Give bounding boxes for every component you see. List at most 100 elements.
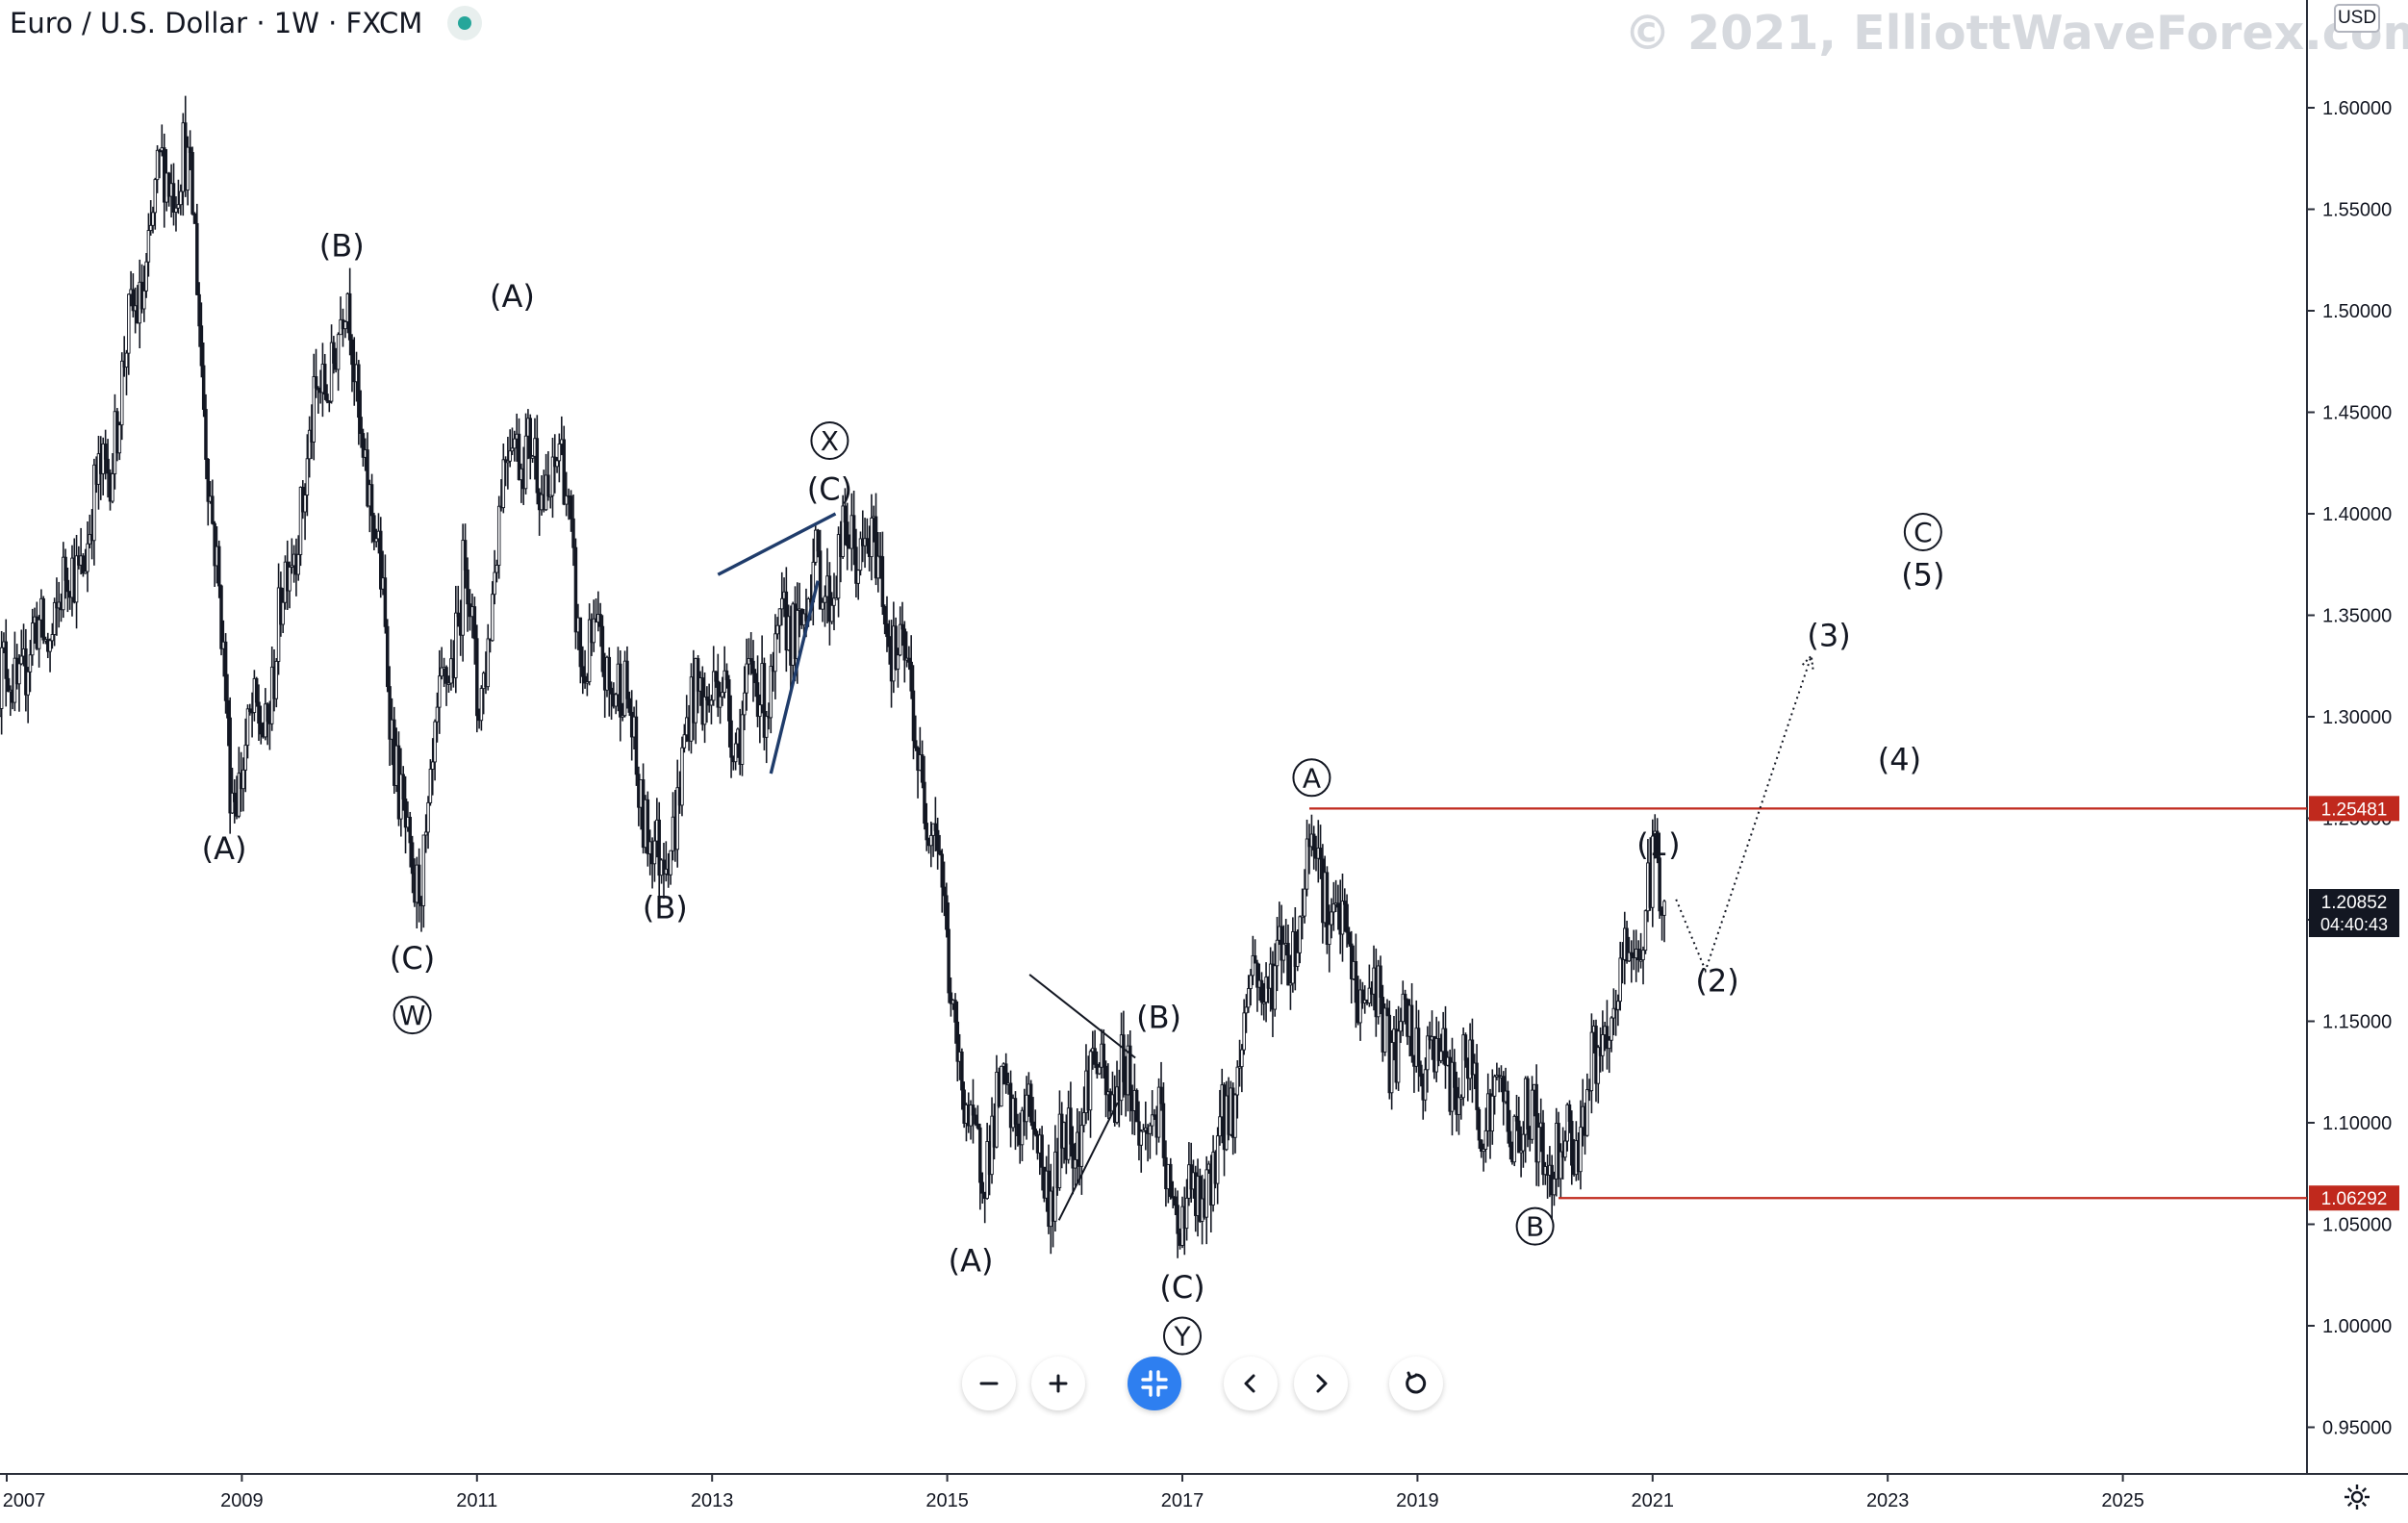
candle-body <box>1345 903 1349 933</box>
candle-body <box>1156 1086 1161 1138</box>
candle-body <box>1512 1115 1516 1163</box>
wave-label: (2) <box>1695 962 1738 999</box>
candle-body <box>288 567 291 592</box>
candle-body <box>92 464 96 542</box>
candle-body <box>1508 1130 1512 1148</box>
candle-body <box>1079 1125 1084 1167</box>
candle-body <box>854 546 858 584</box>
candle-body <box>1354 961 1358 1003</box>
candle-body <box>775 624 779 635</box>
candle-body <box>305 458 310 495</box>
candle-body <box>530 455 535 459</box>
candle-body <box>1423 1069 1428 1101</box>
candle-body <box>652 840 657 865</box>
candle-body <box>307 429 312 460</box>
candle-body <box>0 647 4 709</box>
market-status-indicator[interactable] <box>447 6 483 40</box>
candle-body <box>818 550 823 610</box>
candle-body <box>1069 1107 1073 1145</box>
scroll-left-button[interactable] <box>1224 1357 1278 1410</box>
reset-scale-button[interactable] <box>1128 1357 1181 1410</box>
candle-body <box>1204 1169 1208 1218</box>
chart-settings-button[interactable] <box>2338 1478 2376 1516</box>
candle-body <box>378 530 383 590</box>
candle-body <box>369 484 374 517</box>
trendline[interactable] <box>769 580 820 774</box>
candle-body <box>925 823 928 841</box>
candle-body <box>52 601 57 635</box>
x-tick-label: 2007 <box>3 1490 46 1511</box>
candle-body <box>907 657 911 663</box>
candle-body <box>609 687 614 695</box>
candle-body <box>201 365 206 410</box>
candle-body <box>142 290 146 310</box>
candle-body <box>0 708 2 717</box>
trendline[interactable] <box>1057 1102 1119 1221</box>
candle-body <box>188 146 192 153</box>
candle-body <box>841 505 845 557</box>
currency-badge[interactable]: USD <box>2334 4 2380 33</box>
symbol-title[interactable]: Euro / U.S. Dollar · 1W · FXCM <box>10 7 423 39</box>
candle-body <box>1215 1135 1220 1184</box>
candle-body <box>1040 1134 1044 1168</box>
candle-body <box>748 658 753 662</box>
candle-body <box>211 495 215 524</box>
trendline[interactable] <box>1028 974 1136 1059</box>
zoom-out-button[interactable] <box>962 1357 1016 1410</box>
reset-chart-button[interactable] <box>1389 1357 1443 1410</box>
candle-body <box>1443 1028 1448 1066</box>
candle-body <box>740 714 745 765</box>
candle-body <box>1506 1090 1510 1132</box>
candle-body <box>1457 1097 1461 1115</box>
chart-header: Euro / U.S. Dollar · 1W · FXCM <box>10 4 483 42</box>
candle-body <box>1552 1178 1557 1196</box>
candle-body <box>17 663 21 685</box>
candle-body <box>1483 1130 1488 1150</box>
wave-label: (C) <box>1159 1269 1204 1306</box>
wave-label: (B) <box>1136 999 1181 1035</box>
candle-body <box>777 608 782 626</box>
projection-path[interactable] <box>1675 655 1812 974</box>
candle-body <box>1403 993 1407 1001</box>
candle-body <box>435 706 440 723</box>
candle-body <box>103 443 108 460</box>
candle-body <box>1102 1043 1106 1067</box>
candle-body <box>980 1181 985 1194</box>
candle-body <box>1273 965 1277 1010</box>
candle-body <box>1249 975 1253 989</box>
candle-body <box>865 538 870 546</box>
wave-label-circle <box>393 996 432 1035</box>
candle-body <box>845 521 849 546</box>
trendline[interactable] <box>717 512 837 576</box>
candle-body <box>151 212 155 226</box>
candle-body <box>569 495 573 520</box>
candle-body <box>257 701 261 724</box>
candle-body <box>1305 838 1309 890</box>
candle-body <box>259 723 264 735</box>
candle-body <box>1607 1039 1611 1050</box>
candle-body <box>702 696 707 725</box>
wave-label: (4) <box>1878 741 1921 777</box>
candle-body <box>1081 1112 1086 1127</box>
candle-body <box>870 518 874 558</box>
candle-body <box>298 487 303 555</box>
candle-body <box>1031 1121 1035 1130</box>
candle-body <box>976 1123 980 1129</box>
copyright-watermark: © 2021, ElliottWaveForex.com <box>1624 6 2408 61</box>
wave-label: (A) <box>490 278 535 315</box>
candle-body <box>1347 931 1352 945</box>
scroll-right-button[interactable] <box>1294 1357 1348 1410</box>
candle-body <box>1028 1083 1033 1123</box>
candle-body <box>1426 1035 1430 1071</box>
candle-body <box>627 698 632 713</box>
candle-body <box>1218 1116 1222 1137</box>
candle-body <box>1280 926 1283 961</box>
candle-body <box>1662 901 1666 916</box>
candle-body <box>1638 959 1643 962</box>
candle-body <box>440 667 444 677</box>
y-tick-label: 1.50000 <box>2322 301 2392 322</box>
zoom-in-button[interactable] <box>1031 1357 1085 1410</box>
candle-body <box>1358 989 1362 1024</box>
